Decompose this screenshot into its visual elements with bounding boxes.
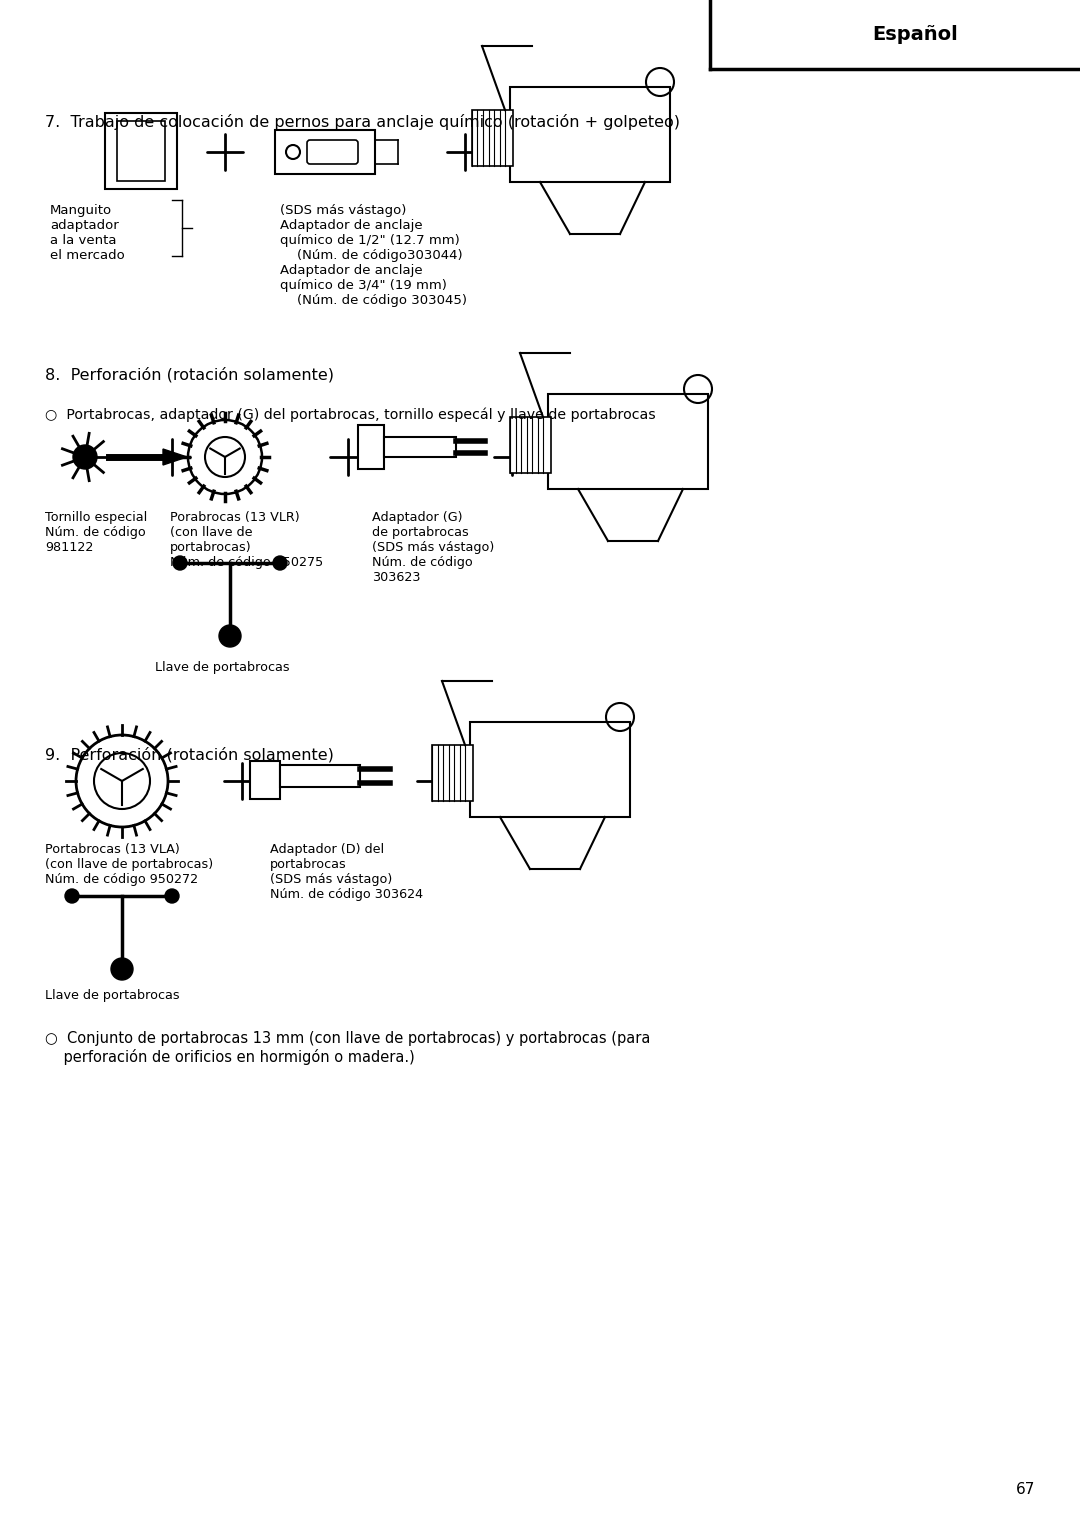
Text: Llave de portabrocas: Llave de portabrocas <box>156 661 289 674</box>
FancyBboxPatch shape <box>275 130 375 174</box>
Circle shape <box>111 959 133 980</box>
Circle shape <box>273 557 287 570</box>
FancyBboxPatch shape <box>548 394 708 489</box>
Text: 67: 67 <box>1015 1482 1035 1497</box>
Text: Español: Español <box>873 24 958 44</box>
FancyBboxPatch shape <box>432 745 473 801</box>
Text: ○  Portabrocas, adaptador (G) del portabrocas, tornillo especál y llave de porta: ○ Portabrocas, adaptador (G) del portabr… <box>45 407 656 422</box>
Text: Porabrocas (13 VLR)
(con llave de
portabrocas)
Núm. de código 950275: Porabrocas (13 VLR) (con llave de portab… <box>170 511 323 569</box>
Text: 7.  Trabajo de colocación de pernos para anclaje químico (rotación + golpeteo): 7. Trabajo de colocación de pernos para … <box>45 115 680 130</box>
FancyBboxPatch shape <box>470 722 630 816</box>
Text: 8.  Perforación (rotación solamente): 8. Perforación (rotación solamente) <box>45 367 334 382</box>
Text: ○  Conjunto de portabrocas 13 mm (con llave de portabrocas) y portabrocas (para
: ○ Conjunto de portabrocas 13 mm (con lla… <box>45 1031 650 1064</box>
FancyBboxPatch shape <box>384 437 456 457</box>
Text: Llave de portabrocas: Llave de portabrocas <box>45 989 179 1001</box>
Circle shape <box>173 557 187 570</box>
Text: Tornillo especial
Núm. de código
981122: Tornillo especial Núm. de código 981122 <box>45 511 147 553</box>
FancyBboxPatch shape <box>307 141 357 164</box>
Text: Manguito
adaptador
a la venta
el mercado: Manguito adaptador a la venta el mercado <box>50 203 125 261</box>
FancyBboxPatch shape <box>280 764 360 787</box>
Text: Portabrocas (13 VLA)
(con llave de portabrocas)
Núm. de código 950272: Portabrocas (13 VLA) (con llave de porta… <box>45 842 213 885</box>
Text: Adaptador (D) del
portabrocas
(SDS más vástago)
Núm. de código 303624: Adaptador (D) del portabrocas (SDS más v… <box>270 842 423 901</box>
Circle shape <box>165 888 179 904</box>
FancyBboxPatch shape <box>357 425 384 469</box>
FancyBboxPatch shape <box>472 110 513 167</box>
FancyBboxPatch shape <box>105 113 177 190</box>
Circle shape <box>65 888 79 904</box>
Circle shape <box>219 625 241 647</box>
FancyBboxPatch shape <box>249 761 280 800</box>
FancyBboxPatch shape <box>510 87 670 182</box>
Polygon shape <box>163 450 187 465</box>
FancyBboxPatch shape <box>117 121 165 180</box>
Text: 9.  Perforación (rotación solamente): 9. Perforación (rotación solamente) <box>45 748 334 763</box>
Circle shape <box>73 445 97 469</box>
Text: (SDS más vástago)
Adaptador de anclaje
químico de 1/2" (12.7 mm)
    (Núm. de có: (SDS más vástago) Adaptador de anclaje q… <box>280 203 467 307</box>
Text: Adaptador (G)
de portabrocas
(SDS más vástago)
Núm. de código
303623: Adaptador (G) de portabrocas (SDS más vá… <box>372 511 495 584</box>
FancyBboxPatch shape <box>510 417 551 472</box>
